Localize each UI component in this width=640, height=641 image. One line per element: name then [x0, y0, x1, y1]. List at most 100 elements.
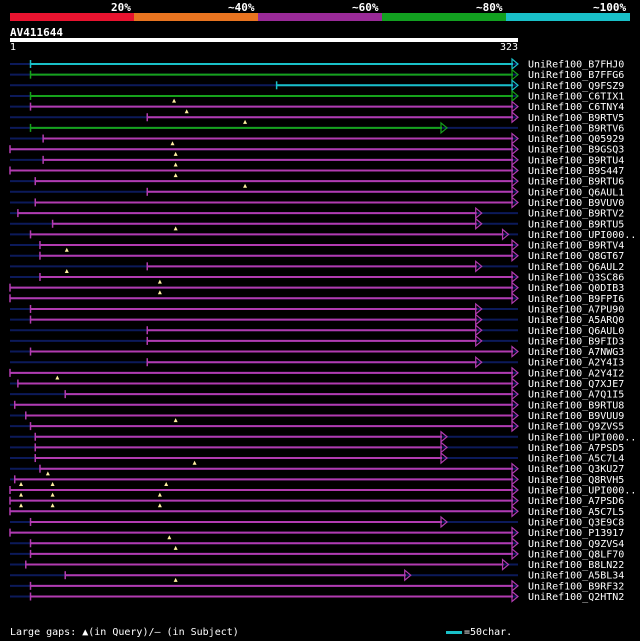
hit-label[interactable]: UniRef100_B9S447	[528, 166, 624, 177]
hit-label[interactable]: UniRef100_B9RTU4	[528, 155, 624, 166]
hit-row[interactable]: UniRef100_Q6AUL0	[10, 323, 624, 337]
hit-label[interactable]: UniRef100_B9RTV2	[528, 209, 624, 220]
hit-row[interactable]: UniRef100_A7NWG3	[10, 345, 624, 359]
hit-row[interactable]: UniRef100_Q9ZVS5	[10, 418, 624, 433]
hit-label[interactable]: UniRef100_Q8LF70	[528, 549, 624, 560]
hit-label[interactable]: UniRef100_B9GSQ3	[528, 145, 624, 156]
hit-label[interactable]: UniRef100_UPI000..	[528, 486, 636, 497]
hit-label[interactable]: UniRef100_Q05929	[528, 134, 624, 145]
hit-label[interactable]: UniRef100_A5ARQ0	[528, 315, 624, 326]
hit-label[interactable]: UniRef100_B9RTU6	[528, 177, 624, 188]
hit-row[interactable]: UniRef100_B9RF32	[10, 577, 624, 593]
hit-row[interactable]: UniRef100_B9GSQ3	[9, 141, 624, 156]
hit-label[interactable]: UniRef100_A2Y4I2	[528, 368, 624, 379]
hit-label[interactable]: UniRef100_UPI000..	[528, 230, 636, 241]
hit-row[interactable]: UniRef100_A5C7L5	[9, 503, 624, 518]
hit-row[interactable]: UniRef100_B7FFG6	[10, 68, 624, 82]
hit-row[interactable]: UniRef100_UPI000..	[10, 430, 636, 444]
hit-row[interactable]: UniRef100_Q8LF70	[10, 545, 624, 561]
hit-row[interactable]: UniRef100_Q6AUL2	[10, 260, 624, 273]
hit-label[interactable]: UniRef100_Q3KU27	[528, 464, 624, 475]
hit-row[interactable]: UniRef100_B8LN22	[10, 558, 624, 572]
hit-label[interactable]: UniRef100_A7Q1I5	[528, 390, 624, 401]
hit-label[interactable]: UniRef100_C6TIX1	[528, 91, 624, 102]
hit-label[interactable]: UniRef100_B9VUU9	[528, 411, 624, 422]
hit-row[interactable]: UniRef100_B9RTV6	[10, 119, 624, 134]
hit-row[interactable]: UniRef100_A5BL34	[10, 568, 624, 582]
hit-row[interactable]: UniRef100_Q3KU27	[10, 460, 624, 476]
hit-row[interactable]: UniRef100_P13917	[9, 526, 624, 540]
hit-label[interactable]: UniRef100_B9RTV4	[528, 241, 624, 252]
hit-label[interactable]: UniRef100_A5BL34	[528, 571, 624, 582]
hit-row[interactable]: UniRef100_Q0DIB3	[9, 279, 624, 295]
hit-row[interactable]: UniRef100_Q8RVH5	[10, 471, 624, 486]
hit-label[interactable]: UniRef100_Q3E9C8	[528, 517, 624, 528]
hit-row[interactable]: UniRef100_B9RTV2	[10, 206, 624, 220]
hit-row[interactable]: UniRef100_B9RTU4	[10, 151, 624, 167]
hit-row[interactable]: UniRef100_B9RTU5	[10, 217, 624, 231]
hit-row[interactable]: UniRef100_A7Q1I5	[10, 387, 624, 401]
hit-label[interactable]: UniRef100_Q9ZVS4	[528, 539, 624, 550]
hit-row[interactable]: UniRef100_Q3SC86	[10, 269, 624, 284]
hit-label[interactable]: UniRef100_A2Y4I3	[528, 358, 624, 369]
hit-label[interactable]: UniRef100_Q9ZVS5	[528, 422, 624, 433]
hit-row[interactable]: UniRef100_Q8GT67	[10, 247, 624, 263]
hit-row[interactable]: UniRef100_B9S447	[9, 162, 624, 178]
hit-label[interactable]: UniRef100_B7FFG6	[528, 70, 624, 81]
hit-row[interactable]: UniRef100_UPI000..	[10, 226, 636, 241]
hit-label[interactable]: UniRef100_B9RTU8	[528, 400, 624, 411]
hit-row[interactable]: UniRef100_B9RTV5	[10, 109, 624, 124]
hit-label[interactable]: UniRef100_B9VUV0	[528, 198, 624, 209]
hit-row[interactable]: UniRef100_B9RTV4	[10, 238, 624, 252]
hit-row[interactable]: UniRef100_B9FPI6	[9, 290, 624, 305]
hit-row[interactable]: UniRef100_B9VUU9	[10, 409, 624, 422]
hit-label[interactable]: UniRef100_Q0DIB3	[528, 283, 624, 294]
hit-label[interactable]: UniRef100_B9RTV6	[528, 123, 624, 134]
hit-label[interactable]: UniRef100_Q7XJE7	[528, 379, 624, 390]
hit-row[interactable]: UniRef100_Q2HTN2	[10, 590, 624, 604]
hit-label[interactable]: UniRef100_A5C7L5	[528, 507, 624, 518]
hit-label[interactable]: UniRef100_A7PSD5	[528, 443, 624, 454]
hit-label[interactable]: UniRef100_UPI000..	[528, 432, 636, 443]
hit-label[interactable]: UniRef100_Q6AUL0	[528, 326, 624, 337]
hit-row[interactable]: UniRef100_Q9FSZ9	[10, 79, 624, 92]
hit-row[interactable]: UniRef100_A5C7L4	[10, 451, 624, 465]
hit-row[interactable]: UniRef100_B9FID3	[10, 334, 624, 348]
hit-label[interactable]: UniRef100_Q8GT67	[528, 251, 624, 262]
hit-label[interactable]: UniRef100_A7PU90	[528, 304, 624, 315]
hit-row[interactable]: UniRef100_B7FHJ0	[10, 57, 624, 71]
hit-row[interactable]: UniRef100_A7PSD5	[10, 441, 624, 454]
hit-label[interactable]: UniRef100_C6TNY4	[528, 102, 624, 113]
hit-row[interactable]: UniRef100_A2Y4I2	[9, 366, 624, 380]
hit-label[interactable]: UniRef100_B7FHJ0	[528, 60, 624, 71]
hit-label[interactable]: UniRef100_B9RTV5	[528, 113, 624, 124]
hit-row[interactable]: UniRef100_B9RTU8	[10, 398, 624, 412]
hit-label[interactable]: UniRef100_Q9FSZ9	[528, 81, 624, 92]
hit-row[interactable]: UniRef100_Q3E9C8	[10, 515, 624, 529]
hit-label[interactable]: UniRef100_B9RTU5	[528, 219, 624, 230]
hit-row[interactable]: UniRef100_B9RTU6	[10, 173, 624, 188]
hit-row[interactable]: UniRef100_A5ARQ0	[10, 313, 624, 327]
hit-label[interactable]: UniRef100_Q8RVH5	[528, 475, 624, 486]
hit-label[interactable]: UniRef100_A5C7L4	[528, 454, 624, 465]
hit-row[interactable]: UniRef100_UPI000..	[9, 482, 636, 497]
hit-label[interactable]: UniRef100_B9RF32	[528, 581, 624, 592]
hit-label[interactable]: UniRef100_Q6AUL2	[528, 262, 624, 273]
hit-row[interactable]: UniRef100_C6TIX1	[10, 89, 624, 103]
hit-label[interactable]: UniRef100_A7PSD6	[528, 496, 624, 507]
hit-row[interactable]: UniRef100_Q7XJE7	[10, 375, 624, 391]
hit-row[interactable]: UniRef100_B9VUV0	[10, 196, 624, 209]
hit-row[interactable]: UniRef100_Q9ZVS4	[10, 535, 624, 550]
hit-label[interactable]: UniRef100_B8LN22	[528, 560, 624, 571]
hit-label[interactable]: UniRef100_B9FPI6	[528, 294, 624, 305]
hit-label[interactable]: UniRef100_A7NWG3	[528, 347, 624, 358]
hit-row[interactable]: UniRef100_C6TNY4	[10, 98, 624, 114]
hit-label[interactable]: UniRef100_Q2HTN2	[528, 592, 624, 603]
hit-row[interactable]: UniRef100_Q05929	[10, 132, 624, 146]
hit-row[interactable]: UniRef100_A7PSD6	[9, 492, 624, 508]
hit-label[interactable]: UniRef100_P13917	[528, 528, 624, 539]
hit-row[interactable]: UniRef100_A7PU90	[10, 302, 624, 316]
hit-label[interactable]: UniRef100_B9FID3	[528, 336, 624, 347]
hit-label[interactable]: UniRef100_Q6AUL1	[528, 187, 624, 198]
hit-row[interactable]: UniRef100_A2Y4I3	[10, 355, 624, 369]
